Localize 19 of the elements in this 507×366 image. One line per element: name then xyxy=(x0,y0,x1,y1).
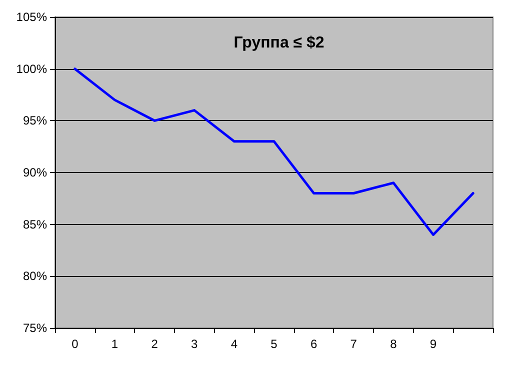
x-tick-label: 9 xyxy=(430,337,437,351)
line-series xyxy=(74,68,474,236)
x-tick-label: 3 xyxy=(191,337,198,351)
x-tick-label: 5 xyxy=(270,337,278,351)
x-tick-label: 6 xyxy=(310,337,318,351)
x-tick-label: 1 xyxy=(111,337,118,351)
y-tick-label: 85% xyxy=(22,217,48,232)
y-tick-label: 75% xyxy=(22,321,48,335)
y-tick-label: 95% xyxy=(22,114,48,128)
x-tick-label: 4 xyxy=(230,337,238,351)
y-tick-label: 80% xyxy=(22,269,48,284)
text: Группа ≤ $2 xyxy=(234,34,324,52)
x-tick-label: 7 xyxy=(350,337,358,351)
y-tick-label: 105% xyxy=(16,10,48,24)
x-tick-label: 2 xyxy=(151,337,158,351)
y-tick-label: 100% xyxy=(16,62,48,76)
x-tick-label: 0 xyxy=(72,337,79,351)
x-tick-label: 8 xyxy=(390,337,398,351)
y-tick-label: 90% xyxy=(22,166,48,180)
